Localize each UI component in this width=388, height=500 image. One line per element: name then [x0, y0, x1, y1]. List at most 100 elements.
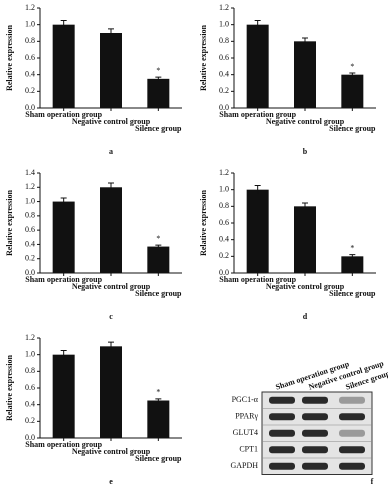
panel-label: e: [109, 477, 113, 486]
x-tick-label: Sham operation group: [25, 275, 102, 284]
y-tick-label: 0.8: [219, 36, 229, 45]
x-tick-label: Negative control group: [266, 282, 345, 291]
x-tick-label: Negative control group: [72, 117, 151, 126]
bar: [147, 78, 170, 108]
blot-band: [302, 429, 328, 437]
x-tick-label: Sham operation group: [219, 275, 296, 284]
annotation: *: [156, 66, 160, 75]
y-tick-label: 0.4: [25, 69, 35, 78]
y-tick-label: 1.2: [219, 3, 229, 12]
panel-label: c: [109, 312, 113, 321]
blot-band: [302, 462, 328, 470]
y-tick-label: 0.8: [25, 366, 35, 375]
x-tick-label: Sham operation group: [25, 440, 102, 449]
x-tick-label: Silence group: [135, 454, 182, 463]
y-tick-label: 1.0: [25, 349, 35, 358]
panel-label: f: [371, 477, 374, 486]
bar: [100, 33, 122, 108]
y-axis-label: Relative expression: [199, 25, 208, 91]
x-tick-label: Silence group: [329, 289, 376, 298]
y-tick-label: 1.2: [25, 333, 35, 342]
y-axis-label: Relative expression: [5, 25, 14, 91]
blot-row-label: CPT1: [239, 445, 258, 454]
y-tick-label: 0.6: [219, 53, 229, 62]
panel-label: b: [303, 147, 308, 156]
panel-label: d: [303, 312, 308, 321]
blot-band: [339, 429, 365, 437]
blot-band: [269, 446, 295, 454]
y-tick-label: 1.0: [219, 19, 229, 28]
error-bar: [60, 350, 67, 359]
blot-row-label: GLUT4: [233, 428, 258, 437]
error-bar: [60, 197, 67, 206]
y-tick-label: 0.4: [219, 234, 229, 243]
y-tick-label: 0.6: [219, 218, 229, 227]
annotation: *: [156, 388, 160, 397]
bar: [52, 354, 75, 438]
blot-band: [302, 396, 328, 404]
y-tick-label: 1.2: [25, 3, 35, 12]
blot-row-label: PGC1-α: [232, 395, 259, 404]
x-tick-label: Silence group: [135, 124, 182, 133]
bar: [100, 187, 122, 273]
error-bar: [349, 254, 356, 258]
y-tick-label: 0.4: [25, 399, 35, 408]
x-tick-label: Sham operation group: [25, 110, 102, 119]
y-tick-label: 0.4: [25, 239, 35, 248]
bar: [246, 24, 269, 109]
y-tick-label: 0.6: [25, 383, 35, 392]
x-tick-label: Negative control group: [266, 117, 345, 126]
y-axis-label: Relative expression: [199, 190, 208, 256]
error-bar: [155, 398, 162, 403]
blot-band: [269, 396, 295, 404]
x-tick-label: Negative control group: [72, 447, 151, 456]
y-tick-label: 0.2: [25, 254, 35, 263]
y-tick-label: 0.2: [25, 416, 35, 425]
y-tick-label: 0.0: [219, 103, 229, 112]
blot-band: [269, 429, 295, 437]
panel: 0.0 0.2 0.4 0.6 0.8 1.0 1.2 Relative expression…: [199, 168, 376, 321]
panel: 0.0 0.2 0.4 0.6 0.8 1.0 1.2 Relative expression…: [199, 3, 376, 156]
y-tick-label: 0.6: [25, 225, 35, 234]
panel: 0.0 0.2 0.4 0.6 0.8 1.0 1.2 1.4 Relative express…: [5, 168, 182, 321]
y-tick-label: 0.2: [219, 86, 229, 95]
x-tick-label: Sham operation group: [219, 110, 296, 119]
annotation: *: [350, 62, 354, 71]
y-tick-label: 0.6: [25, 53, 35, 62]
error-bar: [60, 20, 67, 29]
panel: 0.0 0.2 0.4 0.6 0.8 1.0 1.2 Relative expression…: [5, 333, 182, 486]
bar: [147, 246, 170, 273]
blot-band: [302, 446, 328, 454]
y-tick-label: 0.8: [219, 201, 229, 210]
bar: [341, 256, 364, 273]
y-tick-label: 0.8: [25, 211, 35, 220]
error-bar: [254, 20, 261, 29]
y-tick-label: 0.2: [219, 251, 229, 260]
bar: [100, 346, 122, 438]
y-tick-label: 0.0: [25, 433, 35, 442]
blot-band: [339, 396, 365, 404]
bar: [294, 206, 316, 273]
y-tick-label: 0.0: [25, 103, 35, 112]
error-bar: [349, 72, 356, 77]
panel-label: a: [109, 147, 113, 156]
error-bar: [108, 182, 114, 192]
y-axis-label: Relative expression: [5, 355, 14, 421]
blot-band: [302, 413, 328, 421]
blot-band: [339, 462, 365, 470]
error-bar: [302, 202, 308, 210]
y-tick-label: 0.2: [25, 86, 35, 95]
bar: [294, 41, 316, 109]
x-tick-label: Silence group: [135, 289, 182, 298]
y-tick-label: 1.2: [219, 168, 229, 177]
error-bar: [155, 76, 162, 81]
bar: [147, 400, 170, 438]
error-bar: [302, 37, 308, 45]
y-tick-label: 0.4: [219, 69, 229, 78]
y-tick-label: 0.0: [25, 268, 35, 277]
y-tick-label: 1.0: [219, 184, 229, 193]
error-bar: [254, 185, 261, 194]
x-tick-label: Silence group: [329, 124, 376, 133]
blot-row-label: PPARγ: [235, 412, 258, 421]
